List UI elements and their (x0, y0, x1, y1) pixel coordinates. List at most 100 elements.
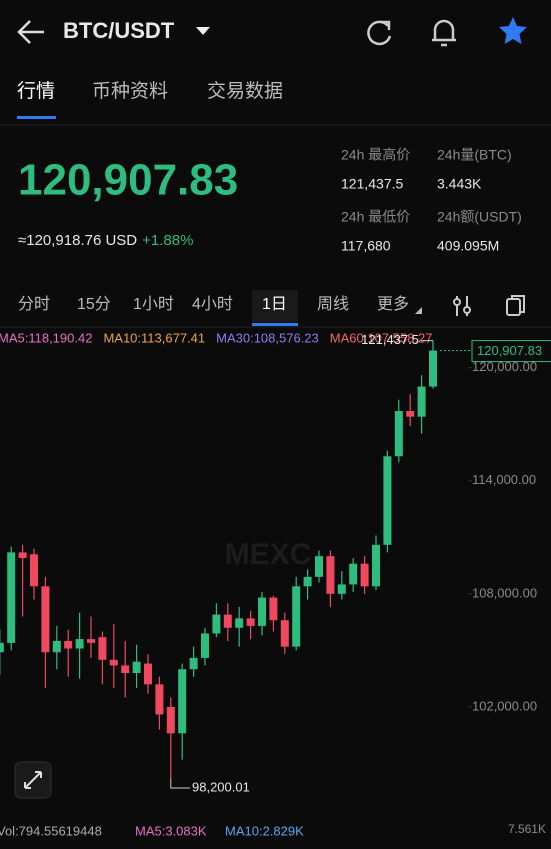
candle (178, 663, 187, 760)
candle (303, 569, 312, 600)
stat-value: 121,437.5 (341, 176, 403, 192)
candle (258, 591, 266, 636)
interval[interactable]: 周线 (317, 295, 349, 313)
candle-body (30, 554, 38, 587)
copy-button[interactable] (506, 295, 525, 316)
candle (383, 450, 392, 553)
candle-body (372, 544, 380, 587)
candle-body (280, 620, 289, 647)
candle (189, 646, 198, 677)
tab[interactable]: 行情 (17, 80, 55, 102)
favorite-button[interactable] (499, 17, 527, 44)
volume-ma10: MA10:2.829K (225, 823, 304, 838)
fullscreen-button[interactable] (14, 761, 52, 799)
last-price: 120,907.83 (18, 156, 238, 205)
candle (326, 550, 335, 608)
candle-body (132, 661, 141, 673)
candle (201, 627, 209, 666)
candle (52, 625, 61, 670)
ma-label: MA5:118,190.42 (0, 330, 92, 345)
candle-body (326, 556, 335, 594)
interval[interactable]: 4小时 (192, 295, 233, 313)
candle-body (383, 456, 392, 545)
stat-label: 24h额(USDT) (437, 209, 522, 225)
candle-body (269, 597, 278, 621)
candle-body (52, 640, 61, 653)
y-tick-label: 108,000.00 (472, 585, 537, 600)
candle (64, 629, 73, 677)
candle (292, 576, 301, 651)
candle-body (155, 684, 164, 715)
candle (212, 603, 221, 638)
candle (87, 616, 95, 658)
candle (155, 676, 164, 730)
candle-body (201, 633, 209, 658)
more-arrow (415, 307, 422, 314)
low-label: 98,200.01 (192, 779, 250, 794)
candle-body (394, 411, 403, 457)
candle-body (246, 618, 255, 626)
last-price-tag-label: 120,907.83 (477, 343, 542, 358)
candle (372, 535, 380, 591)
stat-label: 24h量(BTC) (437, 147, 512, 163)
candle-body (417, 386, 426, 417)
watermark: MEXC (225, 538, 312, 571)
interval-indicator (252, 323, 298, 326)
candle (144, 654, 152, 694)
candle-body (41, 586, 50, 653)
interval[interactable]: 分时 (18, 295, 50, 313)
ma-label: MA10:113,677.41 (103, 330, 205, 345)
approx-price: ≈120,918.76 USD +1.88% (18, 232, 193, 249)
candle (0, 629, 4, 675)
pair[interactable]: BTC/USDT (63, 18, 175, 43)
interval[interactable]: 更多 (377, 295, 409, 313)
refresh-button[interactable] (367, 20, 392, 46)
interval[interactable]: 1小时 (133, 295, 174, 313)
candle (30, 548, 38, 600)
interval[interactable]: 15分 (77, 295, 111, 313)
ma-label: MA30:108,576.23 (216, 330, 319, 345)
candle (337, 571, 346, 600)
candle-body (258, 597, 266, 626)
candle-body (349, 563, 358, 585)
pair-dropdown[interactable] (196, 27, 210, 35)
candle-body (360, 563, 369, 587)
tab[interactable]: 币种资料 (92, 80, 168, 102)
y-tick-label: 114,000.00 (472, 472, 536, 487)
candle-body (429, 350, 437, 387)
back-button[interactable] (17, 20, 44, 44)
candle-body (189, 657, 198, 670)
low-marker (170, 778, 190, 789)
candle-body (144, 663, 152, 685)
candle (132, 644, 141, 689)
candle (349, 558, 358, 592)
candle-body (303, 576, 312, 587)
tab[interactable]: 交易数据 (207, 80, 283, 102)
candle (246, 610, 255, 640)
candle-body (337, 584, 346, 594)
candle (394, 399, 403, 462)
candle (98, 631, 107, 685)
candle (18, 544, 27, 617)
candle (121, 640, 130, 698)
indicator-settings[interactable] (453, 296, 471, 316)
candle-body (121, 665, 130, 673)
change: +1.88% (142, 232, 193, 249)
last-price-tag (471, 340, 551, 363)
stat-value: 3.443K (437, 176, 482, 192)
candle-body (98, 637, 107, 660)
alert-button[interactable] (432, 19, 456, 47)
candle (280, 612, 289, 655)
interval[interactable]: 1日 (262, 296, 287, 313)
candle-body (212, 614, 221, 634)
candle-body (109, 659, 118, 666)
interval-active-bg (252, 290, 298, 322)
candle (75, 612, 84, 679)
volume-max: 7.561K (508, 822, 546, 836)
candle-body (18, 552, 27, 559)
stat-label: 24h 最低价 (341, 209, 410, 225)
approx-usd: ≈120,918.76 USD (18, 232, 137, 249)
